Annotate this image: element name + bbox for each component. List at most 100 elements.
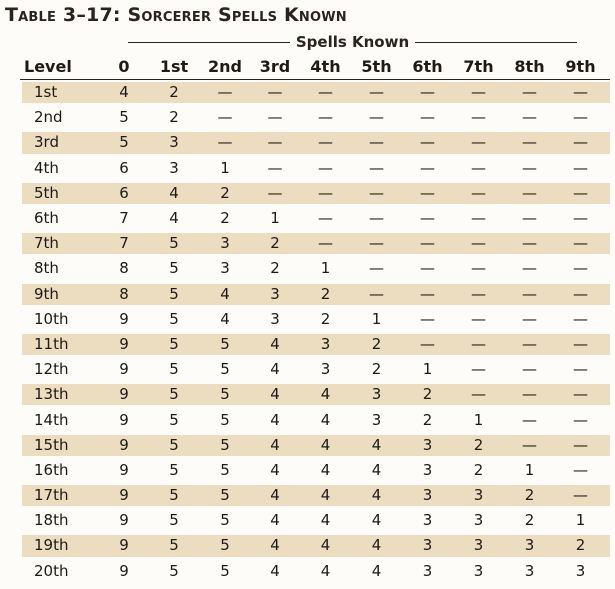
cell-4th: — <box>318 183 333 202</box>
cell-9th: — <box>573 486 588 505</box>
cell-4th: 4 <box>320 486 331 505</box>
cell-0: 9 <box>119 360 129 379</box>
group-header-rule-left <box>128 41 290 43</box>
cell-9th: — <box>573 234 588 253</box>
cell-5th: 3 <box>371 385 382 404</box>
cell-8th: — <box>522 309 537 328</box>
cell-7th: — <box>471 209 486 228</box>
cell-3rd: 4 <box>270 360 280 379</box>
cell-1st: 5 <box>169 435 179 454</box>
table-row: 3rd 5 3 — — — — — — — — <box>20 130 610 155</box>
cell-7th: 1 <box>473 410 484 429</box>
cell-2nd: 3 <box>220 259 230 278</box>
cell-level: 15th <box>34 435 69 454</box>
cell-9th: — <box>573 460 588 479</box>
cell-level: 6th <box>34 209 59 228</box>
cell-4th: 4 <box>320 435 331 454</box>
cell-7th: — <box>471 259 486 278</box>
column-header-2nd: 2nd <box>208 57 242 76</box>
table-row: 11th 9 5 5 4 3 2 — — — — <box>20 332 610 357</box>
cell-7th: 3 <box>473 511 484 530</box>
cell-8th: — <box>522 259 537 278</box>
cell-4th: 4 <box>320 536 331 555</box>
table-row: 9th 8 5 4 3 2 — — — — — <box>20 282 610 307</box>
table-row: 20th 9 5 5 4 4 4 3 3 3 3 <box>20 559 610 584</box>
table-row: 17th 9 5 5 4 4 4 3 3 2 — <box>20 483 610 508</box>
cell-0: 7 <box>119 234 129 253</box>
cell-1st: 5 <box>169 234 179 253</box>
cell-4th: — <box>318 108 333 127</box>
column-header-8th: 8th <box>514 57 545 76</box>
cell-1st: 5 <box>169 360 179 379</box>
cell-9th: — <box>573 435 588 454</box>
cell-5th: 4 <box>371 561 382 580</box>
cell-5th: — <box>369 158 384 177</box>
cell-level: 1st <box>34 83 58 102</box>
column-header-6th: 6th <box>412 57 443 76</box>
cell-5th: — <box>369 183 384 202</box>
cell-1st: 5 <box>169 460 179 479</box>
cell-4th: 2 <box>320 284 331 303</box>
cell-9th: — <box>573 284 588 303</box>
cell-4th: — <box>318 158 333 177</box>
cell-2nd: 5 <box>220 511 230 530</box>
table-header-row: Level 0 1st 2nd 3rd 4th 5th 6th 7th 8th … <box>20 55 610 80</box>
table-row: 6th 7 4 2 1 — — — — — — <box>20 206 610 231</box>
cell-4th: — <box>318 83 333 102</box>
table-row: 18th 9 5 5 4 4 4 3 3 2 1 <box>20 508 610 533</box>
cell-level: 14th <box>34 410 69 429</box>
cell-level: 12th <box>34 360 69 379</box>
cell-3rd: 4 <box>270 511 280 530</box>
table-row: 2nd 5 2 — — — — — — — — <box>20 105 610 130</box>
cell-1st: 4 <box>169 183 179 202</box>
cell-4th: — <box>318 209 333 228</box>
cell-3rd: 3 <box>270 284 280 303</box>
cell-5th: 4 <box>371 511 382 530</box>
column-header-1st: 1st <box>159 57 189 76</box>
cell-0: 9 <box>119 410 129 429</box>
table-title: Table 3–17: Sorcerer Spells Known <box>5 4 347 26</box>
cell-9th: 3 <box>575 561 586 580</box>
cell-1st: 5 <box>169 536 179 555</box>
cell-1st: 2 <box>169 83 179 102</box>
cell-1st: 4 <box>169 209 179 228</box>
cell-1st: 2 <box>169 108 179 127</box>
cell-level: 13th <box>34 385 69 404</box>
cell-2nd: 5 <box>220 435 230 454</box>
cell-9th: — <box>573 83 588 102</box>
cell-8th: — <box>522 360 537 379</box>
cell-6th: — <box>420 234 435 253</box>
cell-9th: — <box>573 309 588 328</box>
cell-6th: 2 <box>422 385 433 404</box>
column-header-7th: 7th <box>463 57 494 76</box>
column-header-5th: 5th <box>361 57 392 76</box>
cell-5th: 4 <box>371 460 382 479</box>
column-header-4th: 4th <box>310 57 341 76</box>
cell-3rd: — <box>267 158 283 177</box>
cell-9th: — <box>573 334 588 353</box>
cell-1st: 5 <box>169 334 179 353</box>
group-header-label: Spells Known <box>295 33 410 51</box>
cell-3rd: 2 <box>270 259 280 278</box>
cell-7th: — <box>471 108 486 127</box>
cell-9th: 2 <box>575 536 586 555</box>
cell-5th: — <box>369 108 384 127</box>
cell-7th: — <box>471 284 486 303</box>
cell-level: 20th <box>34 561 69 580</box>
cell-level: 3rd <box>34 133 59 152</box>
cell-8th: — <box>522 410 537 429</box>
table-row: 15th 9 5 5 4 4 4 3 2 — — <box>20 433 610 458</box>
cell-3rd: — <box>267 133 283 152</box>
cell-3rd: — <box>267 183 283 202</box>
cell-0: 6 <box>119 158 129 177</box>
cell-8th: 2 <box>524 486 535 505</box>
table-row: 4th 6 3 1 — — — — — — — <box>20 156 610 181</box>
cell-6th: — <box>420 83 435 102</box>
table-row: 5th 6 4 2 — — — — — — — <box>20 181 610 206</box>
column-header-9th: 9th <box>565 57 596 76</box>
cell-7th: 3 <box>473 536 484 555</box>
cell-0: 9 <box>119 486 129 505</box>
cell-8th: 3 <box>524 536 535 555</box>
cell-9th: 1 <box>575 511 586 530</box>
table-row: 1st 4 2 — — — — — — — — <box>20 80 610 105</box>
